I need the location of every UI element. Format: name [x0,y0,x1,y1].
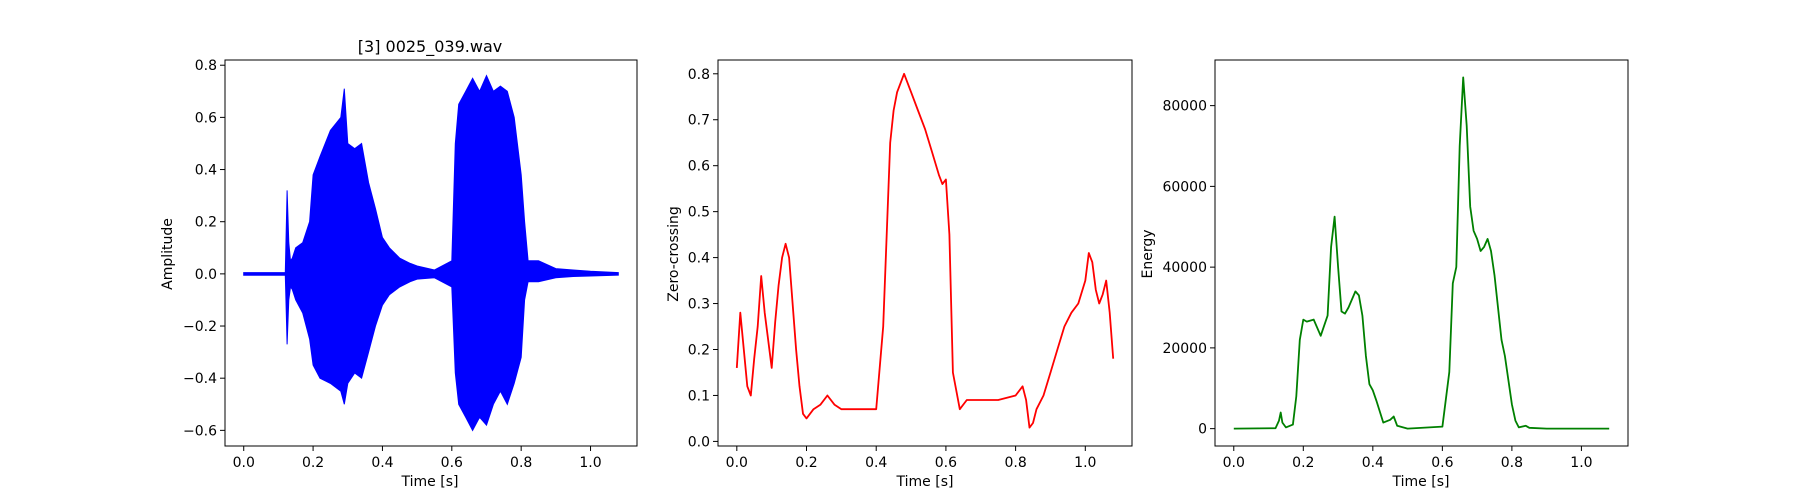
zero-crossing-xtick-label: 1.0 [1074,455,1096,471]
waveform-xtick-label: 0.4 [371,455,393,471]
zero-crossing-xtick-label: 0.0 [726,455,748,471]
zero-crossing-ytick-label: 0.3 [688,297,710,313]
zero-crossing-ytick-label: 0.7 [688,113,710,129]
zero-crossing-ytick-label: 0.6 [688,159,710,175]
zero-crossing-xtick-label: 0.8 [1004,455,1026,471]
waveform-xtick-label: 0.2 [302,455,324,471]
waveform-ytick-label: 0.8 [195,58,217,74]
energy-ylabel: Energy [1140,229,1156,278]
amplitude-plot: [3] 0025_039.wav Time [s] Amplitude 0.0 0… [160,37,638,490]
waveform-xtick-label: 0.8 [510,455,532,471]
energy-ytick-label: 60000 [1162,179,1207,195]
energy-xlabel: Time [s] [1392,474,1450,490]
waveform-ytick-label: 0.4 [195,163,217,179]
waveform-ytick-label: 0.0 [195,267,217,283]
waveform-ylabel: Amplitude [160,218,176,290]
energy-xtick-label: 0.4 [1362,455,1384,471]
energy-series-line [1233,76,1610,430]
waveform-title: [3] 0025_039.wav [358,37,502,57]
waveform-ytick-label: −0.6 [183,423,217,439]
waveform-ytick-label: 0.2 [195,215,217,231]
energy-ytick-label: 80000 [1162,99,1207,115]
waveform-xtick-label: 1.0 [579,455,601,471]
energy-xtick-label: 0.6 [1431,455,1453,471]
waveform-ytick-label: 0.6 [195,110,217,126]
zero-crossing-xtick-label: 0.2 [795,455,817,471]
energy-xtick-label: 0.2 [1292,455,1314,471]
energy-ytick-label: 40000 [1162,260,1207,276]
zero-crossing-xtick-label: 0.4 [865,455,887,471]
waveform-xtick-label: 0.6 [441,455,463,471]
waveform-axes-frame [224,59,638,447]
energy-ytick-label: 20000 [1162,341,1207,357]
waveform-xlabel: Time [s] [401,474,459,490]
zero-crossing-ylabel: Zero-crossing [666,206,682,301]
zero-crossing-ytick-label: 0.4 [688,251,710,267]
energy-axes-frame [1214,59,1629,447]
zero-crossing-axes-frame [717,59,1133,447]
zero-crossing-ytick-label: 0.8 [688,67,710,83]
zero-crossing-ytick-label: 0.0 [688,434,710,450]
energy-xtick-label: 1.0 [1570,455,1592,471]
zero-crossing-series-line [735,72,1115,429]
energy-xtick-label: 0.8 [1501,455,1523,471]
energy-xtick-label: 0.0 [1223,455,1245,471]
zero-crossing-ytick-label: 0.2 [688,343,710,359]
zero-crossing-ytick-label: 0.1 [688,388,710,404]
energy-ytick-label: 0 [1198,422,1207,438]
energy-plot: Time [s] Energy 0.0 0.2 0.4 0.6 0.8 1.0 0 20000… [1140,59,1629,490]
zero-crossing-plot: Time [s] Zero-crossing 0.0 0.2 0.4 0.6 0.8 1.… [666,59,1133,490]
waveform-xtick-label: 0.0 [233,455,255,471]
waveform-ytick-label: −0.2 [183,319,217,335]
zero-crossing-xtick-label: 0.6 [935,455,957,471]
zero-crossing-xlabel: Time [s] [896,474,954,490]
zero-crossing-ytick-label: 0.5 [688,205,710,221]
waveform-ytick-label: −0.4 [183,371,217,387]
waveform-envelope-area [243,74,619,432]
